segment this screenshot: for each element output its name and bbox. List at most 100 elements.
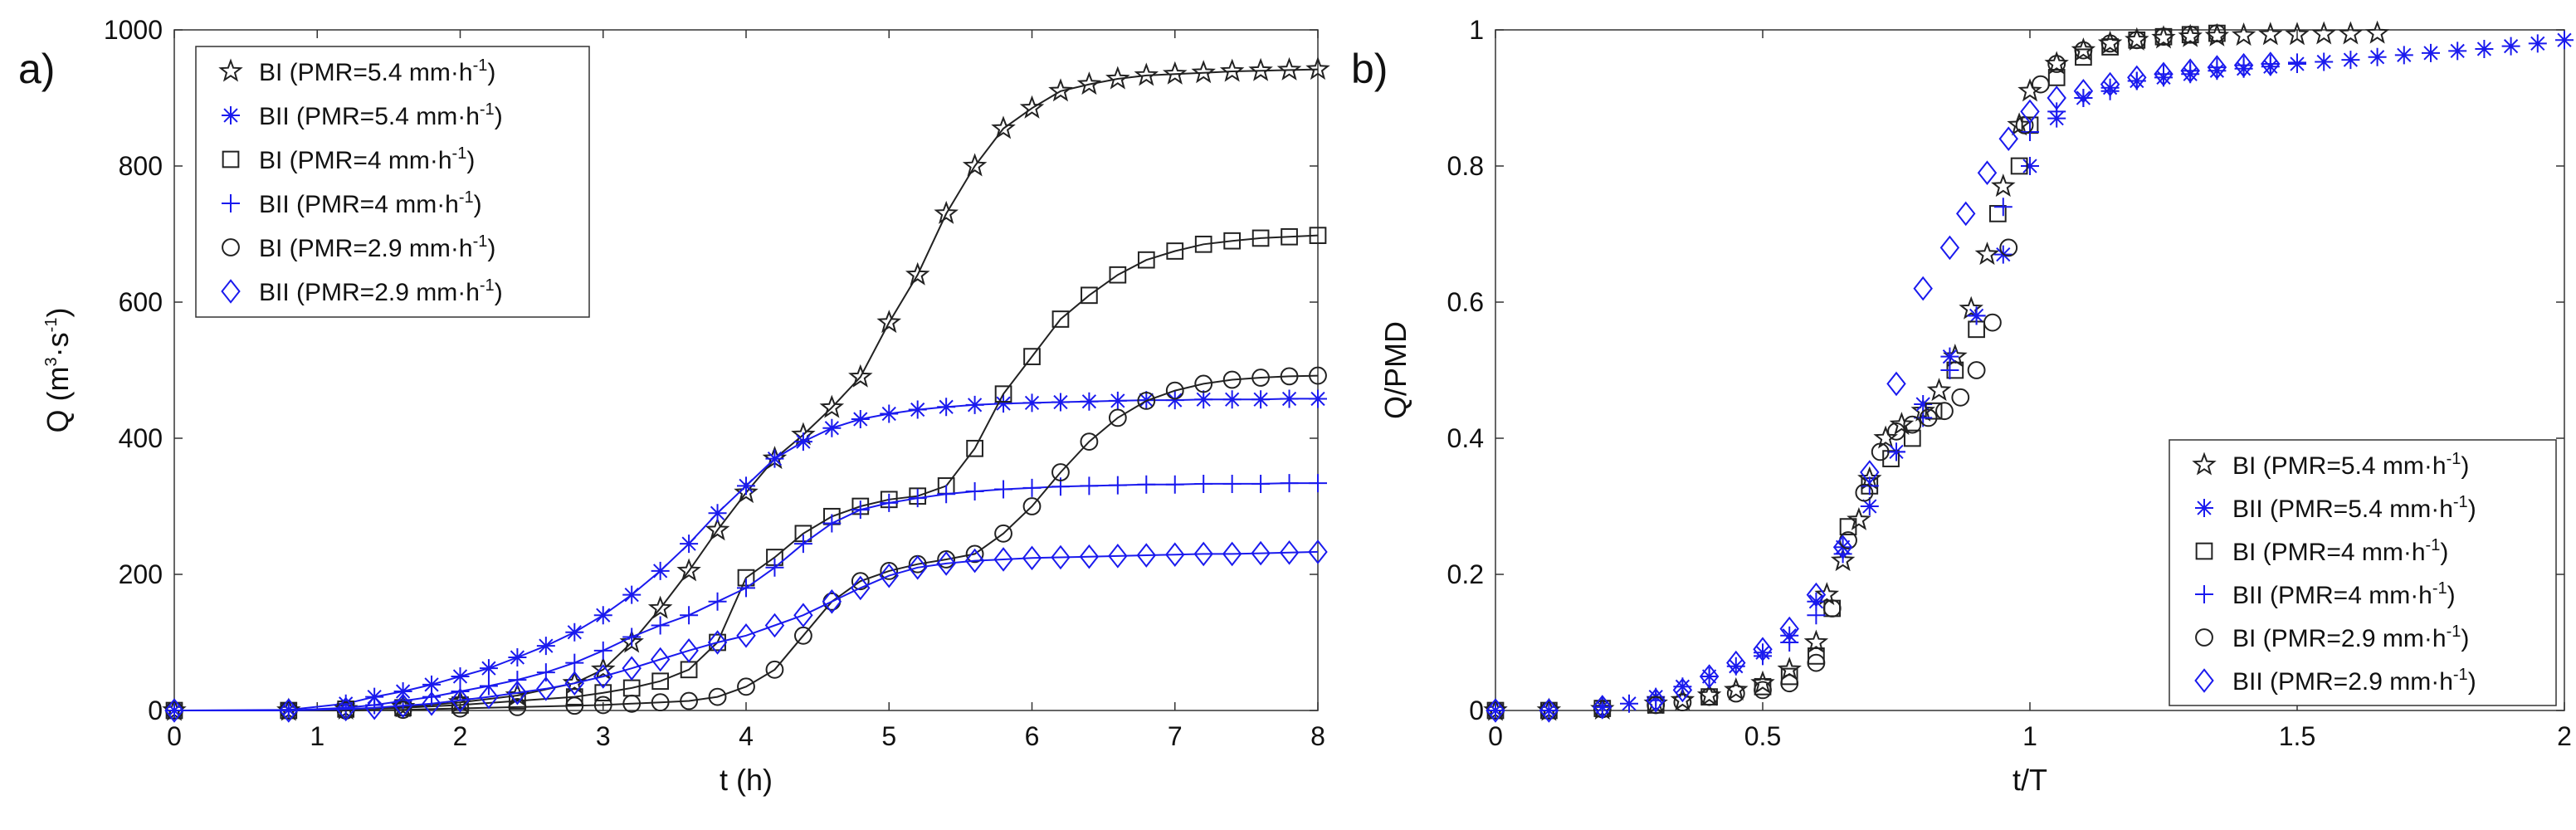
x-tick-label: 1 bbox=[310, 721, 324, 751]
data-point bbox=[2154, 65, 2173, 84]
data-point bbox=[593, 696, 612, 715]
data-point bbox=[1940, 347, 1959, 366]
x-tick-label: 0 bbox=[167, 721, 182, 751]
x-tick-label: 2 bbox=[2557, 721, 2572, 751]
legend-sup: -1 bbox=[459, 188, 474, 207]
data-point bbox=[2180, 58, 2200, 84]
y-axis-label-part: Q/PMD bbox=[1378, 321, 1412, 419]
y-tick-label: 0.2 bbox=[1447, 559, 1484, 589]
data-point bbox=[937, 398, 956, 417]
data-point bbox=[934, 200, 959, 224]
data-point bbox=[1620, 694, 1638, 713]
data-point bbox=[1222, 474, 1242, 493]
data-point bbox=[1281, 227, 1298, 246]
data-point bbox=[1539, 698, 1559, 723]
data-point bbox=[1993, 198, 2013, 217]
data-point bbox=[1903, 415, 1922, 434]
data-point bbox=[764, 613, 785, 638]
x-tick-label: 7 bbox=[1168, 721, 1183, 751]
legend-sup: -1 bbox=[473, 232, 488, 251]
data-point bbox=[2127, 65, 2147, 90]
y-tick-label: 1 bbox=[1469, 15, 1484, 45]
data-point bbox=[2368, 47, 2387, 66]
legend-sup: -1 bbox=[2426, 536, 2441, 554]
series-line bbox=[174, 68, 1319, 711]
data-point bbox=[565, 696, 584, 715]
data-point bbox=[1019, 95, 1045, 119]
data-point bbox=[822, 588, 842, 614]
y-tick-label: 200 bbox=[119, 559, 163, 589]
x-tick-label: 3 bbox=[596, 721, 611, 751]
data-point bbox=[1022, 393, 1042, 413]
data-point bbox=[2258, 22, 2283, 46]
data-point bbox=[734, 480, 759, 504]
data-point bbox=[1673, 693, 1692, 712]
data-point bbox=[2501, 37, 2520, 56]
x-tick-label: 2 bbox=[453, 721, 468, 751]
data-point bbox=[993, 547, 1013, 572]
data-point bbox=[1248, 57, 1273, 81]
data-point bbox=[793, 432, 812, 452]
data-point bbox=[422, 691, 442, 716]
data-point bbox=[1646, 687, 1666, 713]
data-point bbox=[1873, 425, 1898, 449]
legend-end: ) bbox=[2461, 625, 2469, 652]
data-point bbox=[1080, 476, 1099, 496]
data-point bbox=[1137, 251, 1155, 269]
data-point bbox=[1998, 126, 2018, 152]
data-point bbox=[622, 656, 642, 681]
data-point bbox=[1977, 160, 1998, 186]
data-point bbox=[994, 385, 1012, 403]
data-point bbox=[851, 500, 870, 520]
data-point bbox=[2261, 55, 2280, 73]
data-point bbox=[994, 480, 1013, 499]
data-point bbox=[1194, 235, 1212, 253]
data-point bbox=[1871, 442, 1890, 461]
data-point bbox=[1193, 541, 1213, 567]
data-point bbox=[1889, 412, 1915, 436]
data-point bbox=[1165, 475, 1184, 494]
data-point bbox=[651, 616, 670, 635]
data-point bbox=[2311, 21, 2336, 45]
data-point bbox=[1162, 61, 1188, 85]
data-point bbox=[562, 670, 588, 694]
data-point bbox=[708, 504, 727, 523]
x-tick-label: 5 bbox=[881, 721, 896, 751]
legend-entry: BII (PMR=5.4 mm·h-1) bbox=[2232, 493, 2476, 523]
legend-text: BI (PMR=5.4 mm·h bbox=[2232, 452, 2447, 480]
series-line bbox=[174, 550, 1319, 711]
data-point bbox=[1166, 242, 1184, 260]
data-point bbox=[2338, 21, 2364, 45]
data-point bbox=[451, 682, 470, 701]
legend-entry: BI (PMR=4 mm·h-1) bbox=[2232, 536, 2448, 566]
data-point bbox=[880, 562, 899, 580]
data-point bbox=[2017, 78, 2042, 102]
data-point bbox=[937, 550, 956, 569]
y-axis-label: Q (m3·s-1) bbox=[41, 308, 75, 433]
data-point bbox=[680, 535, 699, 554]
data-point bbox=[2422, 43, 2440, 62]
x-tick-label: 0.5 bbox=[1744, 721, 1781, 751]
legend-sup: -1 bbox=[2453, 493, 2468, 511]
data-point bbox=[1165, 542, 1185, 568]
data-point bbox=[822, 514, 842, 533]
data-point bbox=[2074, 89, 2093, 107]
data-point bbox=[737, 677, 755, 696]
data-point bbox=[1486, 701, 1505, 720]
legend-entry: BII (PMR=5.4 mm·h-1) bbox=[259, 100, 503, 130]
legend-sup: -1 bbox=[480, 100, 495, 119]
data-point bbox=[737, 579, 755, 598]
data-point bbox=[2007, 112, 2032, 136]
x-axis-label: t/T bbox=[2013, 763, 2047, 797]
data-point bbox=[819, 394, 845, 418]
data-point bbox=[1903, 429, 1921, 447]
legend-box bbox=[195, 46, 590, 318]
legend-sup: -1 bbox=[2447, 622, 2461, 641]
data-point bbox=[2047, 102, 2066, 121]
data-point bbox=[908, 400, 927, 419]
data-point bbox=[1754, 681, 1772, 700]
data-point bbox=[880, 404, 899, 423]
data-point bbox=[1967, 306, 1986, 325]
data-point bbox=[1280, 474, 1299, 493]
y-axis-label-part: ·s bbox=[41, 332, 75, 357]
